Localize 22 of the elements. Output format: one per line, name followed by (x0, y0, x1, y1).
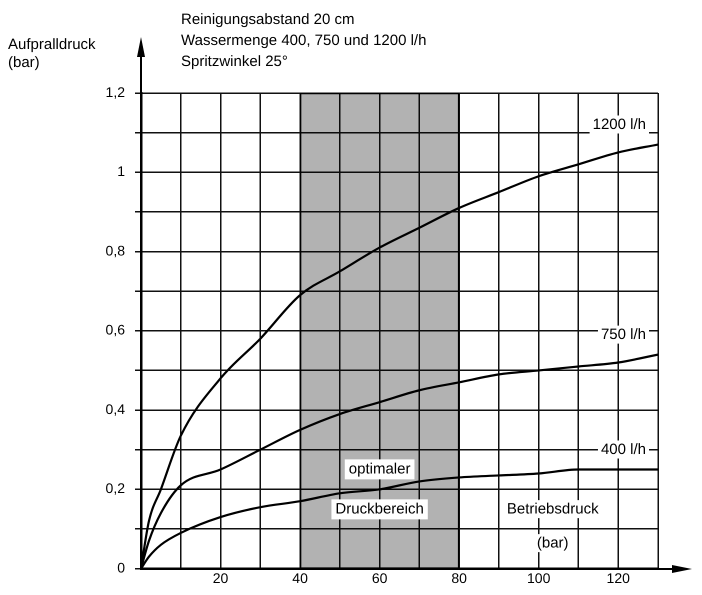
x-tick-label: 100 (527, 570, 551, 586)
y-tick-label: 0,4 (106, 400, 126, 417)
y-tick-label: 1,2 (106, 84, 126, 100)
x-tick-label: 40 (292, 570, 308, 586)
series-label: 750 l/h (600, 326, 646, 344)
chart-title: Reinigungsabstand 20 cm (181, 11, 354, 28)
y-axis-title: Aufpralldruck (bar) (8, 36, 96, 72)
y-tick-label: 1 (117, 163, 126, 180)
y-tick-label: 0 (117, 559, 126, 576)
x-tick-label: 20 (212, 570, 229, 586)
text: optimaler Druckbereich (335, 460, 424, 518)
chart-subtitle: Wassermenge 400, 750 und 1200 l/h (181, 32, 426, 50)
series-label: 400 l/h (600, 441, 646, 458)
x-tick-label: 60 (372, 570, 388, 586)
x-tick-label: 80 (451, 570, 468, 586)
x-axis-title: Betriebsdruck (bar) (506, 500, 600, 552)
y-tick-label: 0,6 (106, 322, 126, 338)
x-tick-label: 120 (606, 570, 630, 586)
text: Spritzwinkel 25° (181, 53, 288, 70)
y-tick-label: 0,2 (106, 480, 126, 496)
series-label: 1200 l/h (592, 116, 646, 134)
y-tick-label: 0,8 (106, 242, 126, 258)
